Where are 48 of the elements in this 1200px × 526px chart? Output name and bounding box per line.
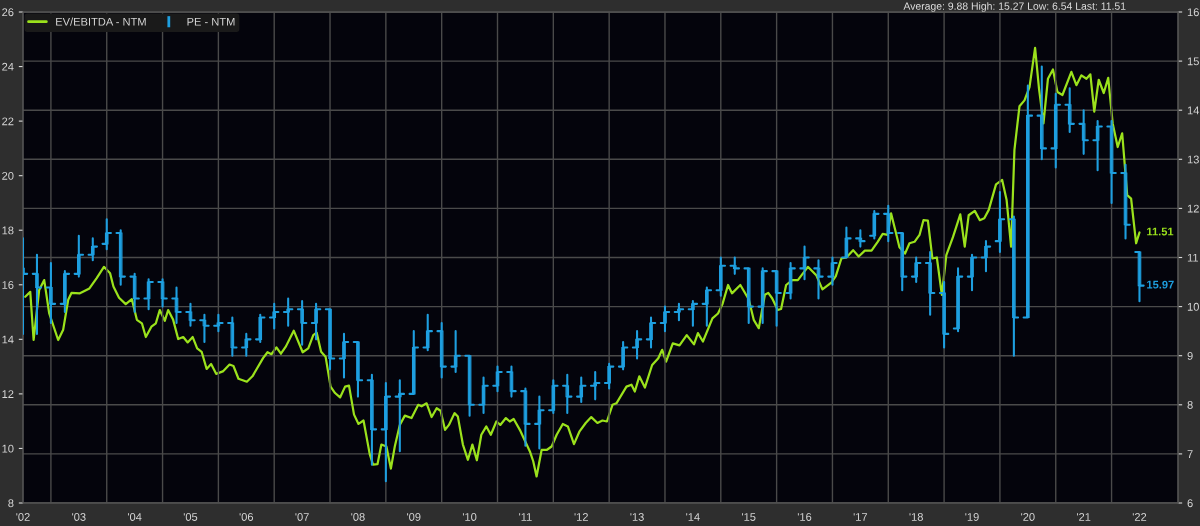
- y-tick-label: 8: [8, 499, 14, 508]
- y-tick-label: 20: [2, 171, 14, 180]
- x-tick-label: '19: [965, 513, 979, 521]
- x-tick-label: '20: [1021, 513, 1035, 521]
- line-series: [24, 46, 1141, 478]
- x-tick-label: '12: [574, 513, 588, 521]
- y2-tick-label: 14: [1187, 106, 1200, 115]
- y2-tick-label: 10: [1187, 302, 1199, 311]
- x-tick-label: '06: [239, 513, 254, 521]
- x-tick-label: '13: [630, 513, 644, 521]
- y-tick-label: 24: [2, 62, 14, 71]
- y-tick-label: 14: [2, 335, 14, 344]
- y2-tick-label: 9: [1187, 351, 1193, 360]
- y2-tick-label: 15: [1187, 57, 1199, 66]
- x-tick-label: '08: [351, 513, 365, 521]
- y-tick-label: 26: [2, 8, 14, 17]
- data-label: 11.51: [1147, 227, 1174, 236]
- y-tick-label: 16: [2, 281, 14, 289]
- text: Average: 9.88 High: 15.27 Low: 6.54 Last: 11.51: [903, 2, 1126, 12]
- x-tick-label: '21: [1076, 513, 1091, 521]
- x-tick-label: '14: [686, 513, 700, 521]
- x-tick-label: '07: [295, 513, 309, 521]
- x-tick-label: '09: [407, 513, 421, 521]
- y-tick-label: 10: [2, 444, 14, 453]
- y-tick-label: 12: [2, 390, 14, 398]
- x-tick-label: '15: [742, 513, 756, 521]
- x-tick-label: '04: [127, 513, 142, 521]
- x-tick-label: '10: [462, 513, 477, 521]
- x-tick-label: '05: [183, 513, 198, 521]
- y-tick-label: 22: [2, 117, 14, 126]
- y2-tick-label: 16: [1187, 8, 1199, 17]
- x-tick-label: '18: [909, 513, 923, 521]
- x-tick-label: '02: [16, 513, 30, 521]
- y2-tick-label: 12: [1187, 204, 1199, 213]
- y2-tick-label: 13: [1187, 155, 1199, 164]
- legend-label: PE - NTM: [187, 17, 235, 26]
- y2-tick-label: 11: [1187, 253, 1199, 262]
- y2-tick-label: 7: [1187, 450, 1193, 458]
- x-tick-label: '11: [519, 513, 532, 521]
- x-tick-label: '03: [72, 513, 86, 521]
- y2-tick-label: 6: [1187, 499, 1193, 508]
- legend-label: EV/EBITDA - NTM: [56, 17, 146, 26]
- x-tick-label: '16: [797, 513, 812, 521]
- x-tick-label: '22: [1132, 513, 1147, 521]
- y2-tick-label: 8: [1187, 401, 1193, 409]
- x-tick-label: '17: [853, 513, 868, 521]
- y-tick-label: 18: [2, 226, 14, 235]
- text: 15.97: [1147, 280, 1174, 289]
